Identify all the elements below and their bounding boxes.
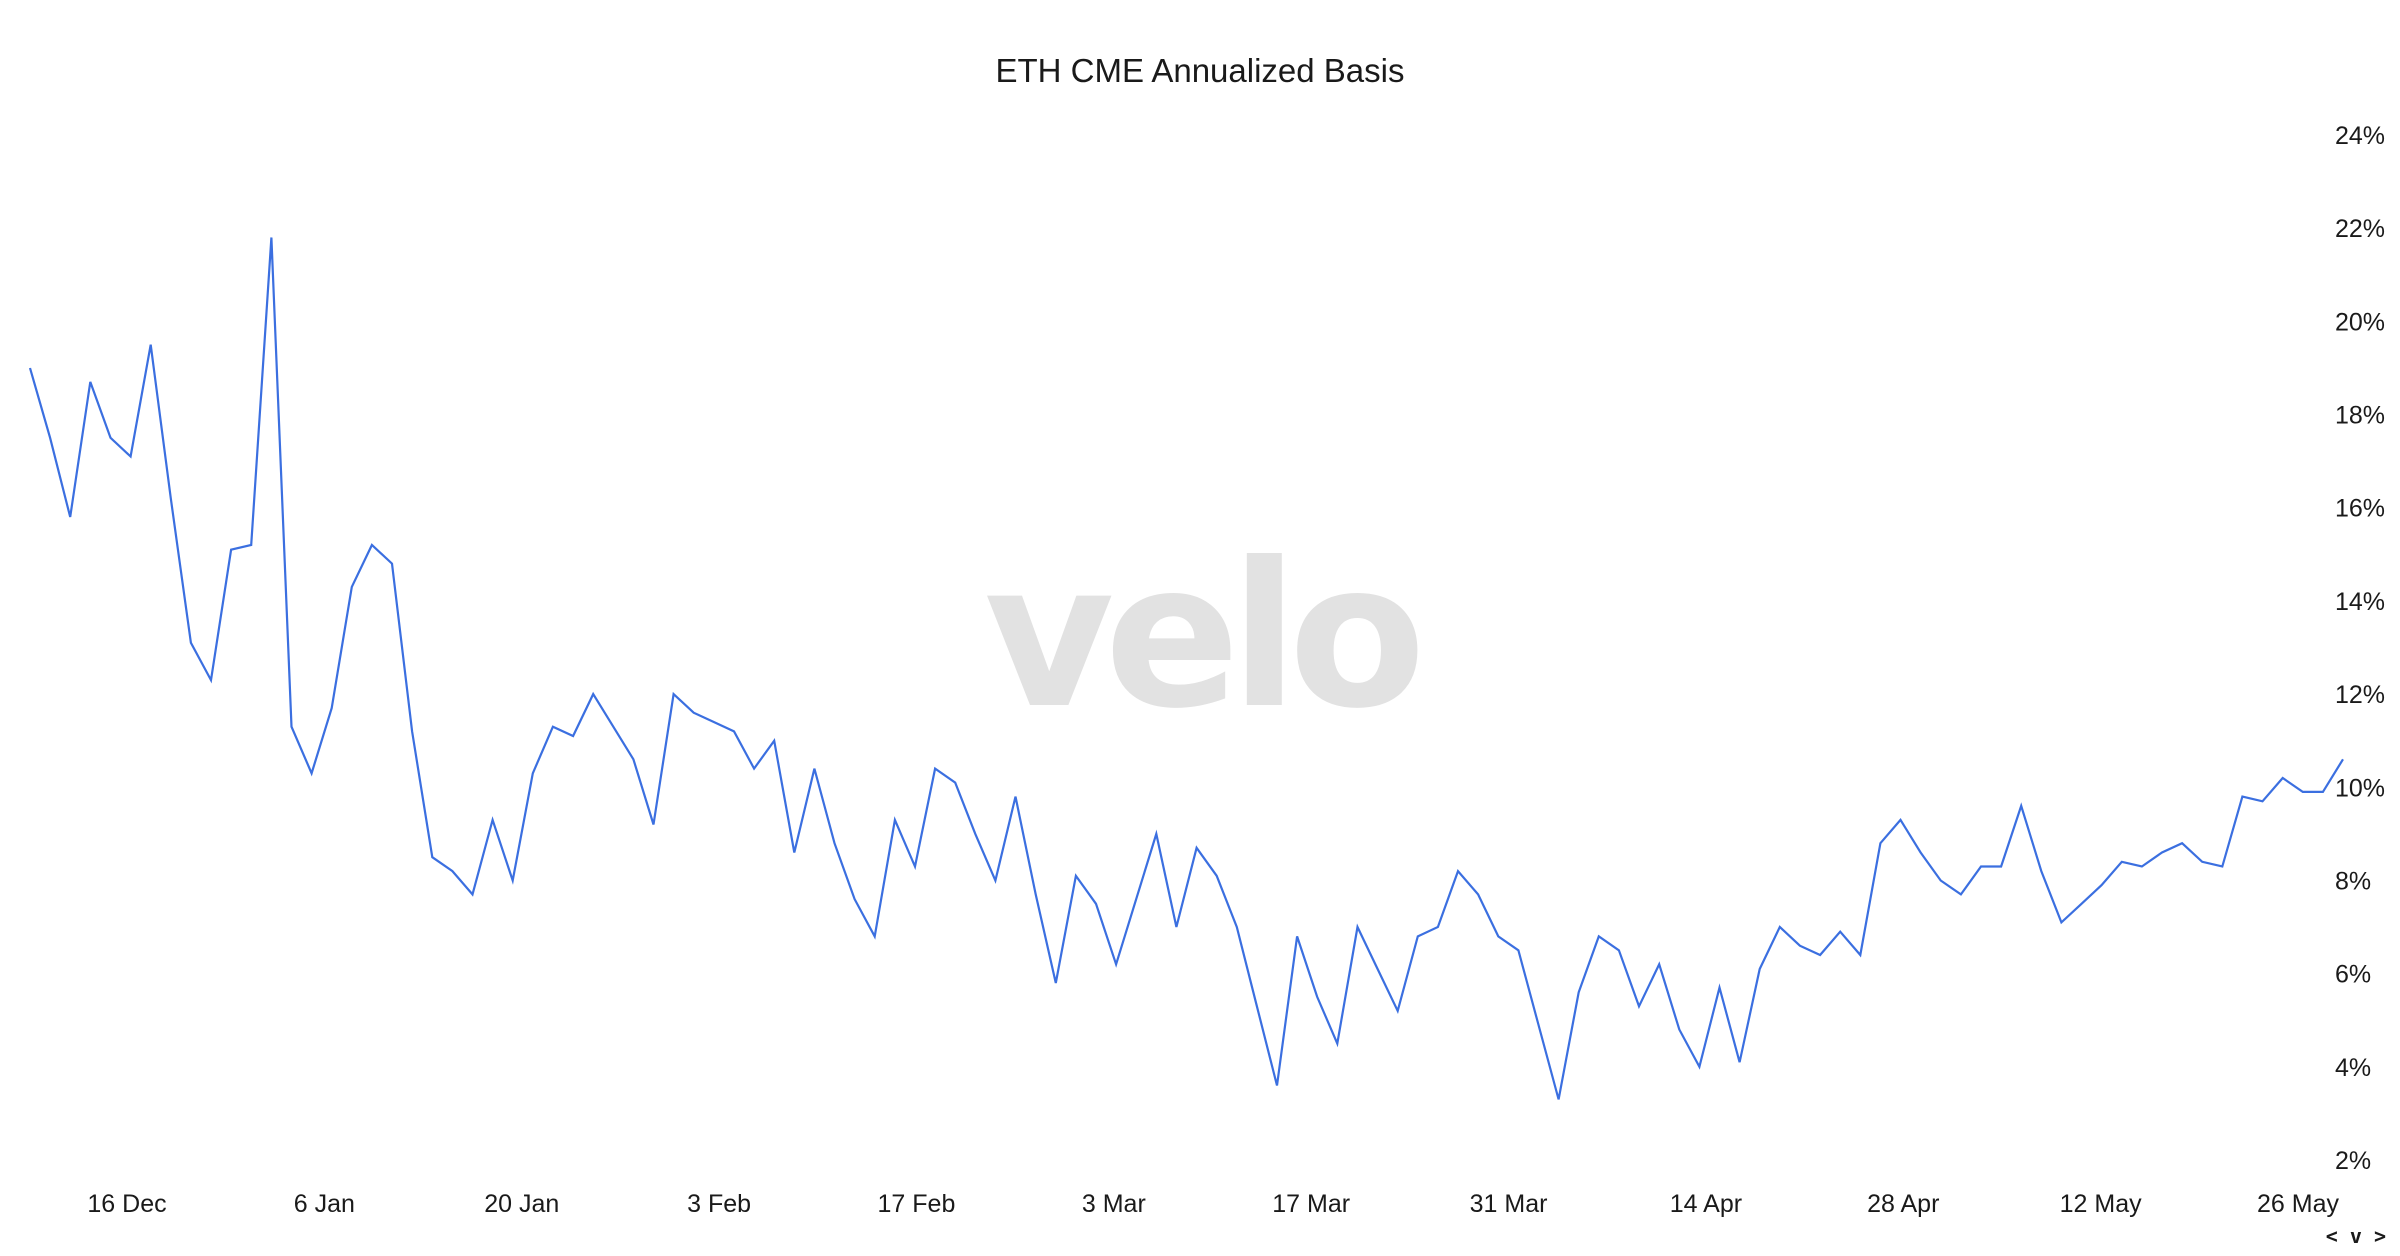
x-tick-label: 28 Apr [1867,1190,1939,1218]
y-tick-label: 8% [2335,867,2371,895]
y-tick-label: 10% [2335,774,2385,802]
y-tick-label: 22% [2335,215,2385,243]
y-tick-label: 6% [2335,961,2371,989]
x-tick-label: 3 Feb [687,1190,751,1218]
x-tick-label: 16 Dec [87,1190,166,1218]
x-tick-label: 3 Mar [1082,1190,1146,1218]
y-tick-label: 12% [2335,681,2385,709]
x-tick-label: 26 May [2257,1190,2339,1218]
x-tick-label: 6 Jan [294,1190,355,1218]
series-layer [28,237,2344,1100]
y-tick-label: 18% [2335,402,2385,430]
y-axis: 2% 4% 6% 8% 10% 12% 14% 16% 18% 20% 22% 24% [2335,122,2385,1175]
x-tick-label: 12 May [2060,1190,2142,1218]
velo-watermark-logo: velo [984,520,1418,753]
series-line [28,237,2344,1100]
chart-title: ETH CME Annualized Basis [995,52,1405,89]
y-tick-label: 14% [2335,588,2385,616]
y-tick-label: 24% [2335,122,2385,150]
chart-nav-arrows[interactable]: < v > [2325,1224,2386,1248]
x-tick-label: 14 Apr [1670,1190,1742,1218]
x-tick-label: 17 Mar [1272,1190,1350,1218]
y-tick-label: 20% [2335,308,2385,336]
y-tick-label: 4% [2335,1054,2371,1082]
x-tick-label: 17 Feb [878,1190,956,1218]
y-tick-label: 16% [2335,495,2385,523]
x-tick-label: 20 Jan [484,1190,559,1218]
x-tick-label: 31 Mar [1470,1190,1548,1218]
y-tick-label: 2% [2335,1147,2371,1175]
x-axis: 16 Dec 6 Jan 20 Jan 3 Feb 17 Feb 3 Mar 17 Mar 3… [87,1190,2339,1218]
